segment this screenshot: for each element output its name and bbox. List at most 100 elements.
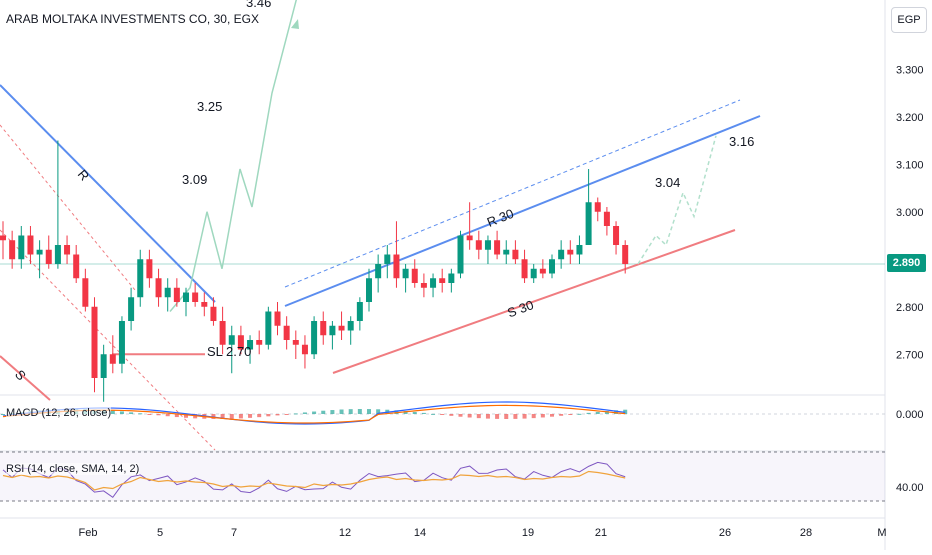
macd-histogram-bar (220, 414, 225, 419)
target-label: 3.46 (246, 0, 271, 10)
candle-body (36, 249, 43, 255)
candle-body (164, 287, 171, 298)
price-tick-label: 2.700 (896, 349, 924, 361)
candle-body (503, 249, 510, 255)
candle-body (475, 240, 482, 250)
time-tick-label: 7 (231, 527, 237, 539)
candle-body (100, 354, 107, 378)
line-label: R 30 (485, 206, 516, 230)
time-tick-label: 26 (719, 527, 731, 539)
macd-histogram-bar (513, 414, 518, 419)
target-label: 3.04 (655, 175, 680, 190)
macd-histogram-bar (119, 411, 124, 414)
macd-label[interactable]: MACD (12, 26, close) (6, 407, 112, 419)
macd-histogram-bar (275, 414, 280, 416)
macd-histogram-bar (476, 414, 481, 419)
candle-body (9, 240, 16, 260)
macd-histogram-bar (431, 413, 436, 415)
candle-body (173, 287, 180, 302)
candle-body (82, 278, 89, 307)
candle-body (128, 297, 135, 321)
macd-histogram-bar (238, 414, 243, 419)
candle-body (613, 226, 620, 245)
time-tick-label: 14 (414, 527, 426, 539)
candle-body (155, 278, 162, 298)
macd-histogram-bar (586, 412, 591, 414)
macd-histogram-bar (156, 414, 161, 416)
candle-body (521, 259, 528, 279)
currency-button[interactable]: EGP (891, 7, 927, 33)
rsi-band (0, 452, 885, 501)
projection-path (637, 135, 717, 265)
candle-body (210, 306, 217, 321)
candle-body (192, 292, 199, 302)
candle-body (466, 235, 473, 241)
candle-body (567, 249, 574, 255)
macd-histogram-bar (540, 414, 545, 418)
candle-body (256, 340, 263, 345)
candle-body (183, 292, 189, 302)
candle-body (384, 254, 391, 264)
candle-body (411, 268, 418, 283)
macd-histogram-bar (412, 411, 417, 414)
candle-body (512, 249, 519, 260)
rsi-label[interactable]: RSI (14, close, SMA, 14, 2) (6, 463, 140, 475)
price-tick-label: 3.200 (896, 112, 924, 124)
macd-histogram-bar (321, 410, 326, 414)
target-label: 3.16 (729, 134, 754, 149)
line-label: R (75, 167, 93, 184)
macd-histogram-bar (531, 414, 536, 419)
macd-histogram-bar (284, 414, 289, 415)
candle-body (237, 335, 244, 350)
macd-histogram-bar (302, 412, 307, 414)
macd-histogram-bar (174, 414, 179, 418)
macd-histogram-bar (266, 414, 271, 417)
candle-body (366, 278, 372, 302)
candle-body (91, 306, 98, 378)
macd-histogram-bar (604, 411, 609, 414)
candle-body (109, 354, 116, 364)
candle-body (484, 240, 491, 250)
candle-body (338, 325, 345, 331)
candle-body (329, 325, 336, 336)
candle-body (430, 278, 437, 288)
candle-body (585, 202, 592, 245)
symbol-title[interactable]: ARAB MOLTAKA INVESTMENTS CO, 30, EGX (6, 12, 259, 26)
macd-histogram-bar (110, 410, 115, 414)
target-label: 3.09 (182, 172, 207, 187)
target-label: 3.25 (197, 99, 222, 114)
macd-histogram-bar (1, 414, 5, 415)
descending-resistance-line (0, 84, 216, 303)
candle-body (18, 235, 25, 260)
candle-body (73, 254, 80, 279)
line-label: S 30 (505, 297, 535, 320)
macd-histogram-bar (467, 414, 472, 418)
descending-dashed-line (0, 124, 136, 291)
macd-histogram-bar (257, 414, 262, 418)
candle-body (201, 302, 208, 307)
candle-body (54, 245, 61, 264)
time-tick-label: M (877, 527, 886, 539)
macd-histogram-bar (138, 413, 143, 415)
candle-body (420, 283, 427, 288)
candle-body (402, 268, 409, 279)
candle-body (594, 202, 601, 212)
macd-histogram-bar (129, 412, 134, 414)
macd-histogram-bar (595, 411, 600, 414)
candle-body (375, 264, 382, 279)
candle-body (137, 259, 144, 298)
channel-resistance-line (284, 115, 761, 307)
candle-body (439, 278, 446, 283)
time-tick-label: 28 (800, 527, 812, 539)
macd-histogram-bar (522, 414, 527, 419)
last-price-badge: 2.890 (887, 254, 926, 272)
candle-body (539, 268, 546, 274)
time-tick-label: Feb (79, 527, 98, 539)
macd-histogram-bar (147, 414, 152, 415)
macd-histogram-bar (248, 414, 253, 418)
macd-histogram-bar (440, 414, 445, 415)
macd-histogram-bar (339, 409, 344, 414)
macd-histogram-bar (184, 414, 188, 418)
candle-body (274, 311, 281, 326)
